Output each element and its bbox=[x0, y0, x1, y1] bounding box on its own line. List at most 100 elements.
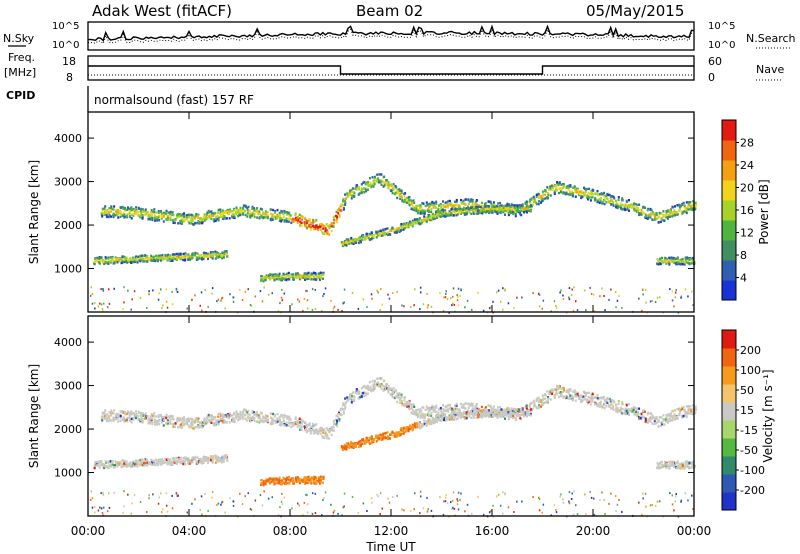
velocity-point bbox=[617, 409, 620, 413]
velocity-point bbox=[542, 397, 545, 400]
velocity-point bbox=[256, 420, 259, 423]
power-point bbox=[146, 260, 149, 263]
velocity-point bbox=[226, 416, 229, 419]
power-point bbox=[657, 216, 660, 219]
power-point bbox=[516, 296, 518, 299]
power-point bbox=[204, 289, 206, 292]
power-point bbox=[419, 212, 422, 215]
power-point bbox=[312, 218, 315, 222]
power-point bbox=[130, 217, 133, 220]
power-point bbox=[514, 214, 517, 218]
power-point bbox=[617, 205, 620, 209]
velocity-point bbox=[419, 416, 422, 419]
velocity-point bbox=[190, 424, 193, 427]
power-point bbox=[312, 271, 315, 274]
power-point bbox=[558, 191, 560, 195]
power-point bbox=[431, 200, 434, 204]
power-point bbox=[357, 241, 360, 245]
velocity-point bbox=[450, 418, 453, 421]
power-point bbox=[555, 307, 558, 310]
velocity-point bbox=[253, 411, 256, 414]
power-point bbox=[655, 217, 658, 220]
velocity-point bbox=[400, 393, 403, 396]
power-point bbox=[430, 218, 433, 222]
velocity-point bbox=[266, 418, 269, 421]
power-point bbox=[221, 251, 224, 254]
velocity-point bbox=[338, 418, 341, 421]
power-point bbox=[644, 288, 647, 291]
power-point bbox=[182, 252, 185, 256]
power-point bbox=[108, 214, 111, 217]
power-point bbox=[661, 217, 664, 220]
power-point bbox=[576, 187, 579, 191]
velocity-point bbox=[346, 399, 349, 402]
velocity-point bbox=[557, 387, 560, 391]
power-point bbox=[480, 207, 483, 211]
power-point bbox=[535, 195, 538, 198]
power-point bbox=[416, 218, 419, 221]
velocity-point bbox=[344, 447, 346, 451]
velocity-point bbox=[610, 407, 613, 410]
power-point bbox=[102, 260, 105, 264]
velocity-point bbox=[409, 425, 412, 429]
power-point bbox=[622, 208, 625, 211]
power-point bbox=[314, 224, 317, 227]
power-point bbox=[507, 213, 510, 217]
velocity-point bbox=[255, 412, 258, 415]
velocity-point bbox=[126, 417, 129, 420]
power-point bbox=[226, 255, 229, 258]
power-point bbox=[462, 199, 465, 202]
power-point bbox=[459, 208, 462, 211]
velocity-point bbox=[407, 428, 410, 432]
velocity-point bbox=[420, 409, 423, 412]
power-point bbox=[562, 191, 565, 194]
power-point bbox=[344, 201, 347, 204]
velocity-point bbox=[332, 429, 335, 432]
power-point bbox=[685, 201, 688, 204]
power-point bbox=[665, 262, 668, 265]
power-point bbox=[161, 307, 163, 310]
velocity-point bbox=[562, 395, 565, 398]
velocity-point bbox=[187, 424, 190, 427]
velocity-point bbox=[434, 421, 437, 424]
velocity-point bbox=[289, 421, 292, 424]
power-point bbox=[675, 263, 678, 266]
power-point bbox=[493, 210, 496, 213]
velocity-point bbox=[254, 413, 256, 416]
velocity-point bbox=[107, 419, 110, 423]
velocity-point bbox=[600, 396, 603, 399]
power-point bbox=[100, 256, 103, 259]
power-point bbox=[656, 258, 659, 261]
power-point bbox=[226, 212, 229, 215]
velocity-point bbox=[100, 417, 103, 421]
power-point bbox=[360, 191, 363, 194]
power-point bbox=[362, 235, 364, 238]
velocity-point bbox=[314, 428, 317, 431]
power-point bbox=[529, 210, 532, 213]
velocity-point bbox=[145, 415, 148, 418]
velocity-point bbox=[416, 422, 419, 425]
velocity-point bbox=[282, 420, 285, 423]
power-point bbox=[310, 273, 313, 276]
velocity-point bbox=[687, 408, 690, 411]
power-point bbox=[607, 193, 610, 197]
power-point bbox=[496, 291, 498, 294]
velocity-point bbox=[306, 425, 308, 428]
power-point bbox=[162, 256, 165, 259]
power-point bbox=[203, 219, 206, 222]
power-point bbox=[119, 210, 122, 214]
power-point bbox=[271, 215, 274, 218]
velocity-point bbox=[377, 385, 380, 388]
velocity-point bbox=[336, 424, 339, 428]
power-point bbox=[228, 210, 231, 213]
power-point bbox=[301, 216, 304, 219]
power-point bbox=[141, 208, 144, 211]
power-point bbox=[158, 214, 161, 218]
power-point bbox=[369, 181, 372, 185]
velocity-point bbox=[105, 414, 108, 418]
power-point bbox=[568, 184, 570, 187]
velocity-point bbox=[231, 420, 234, 423]
power-point bbox=[301, 215, 304, 218]
velocity-point bbox=[151, 422, 154, 426]
power-point bbox=[216, 253, 219, 256]
